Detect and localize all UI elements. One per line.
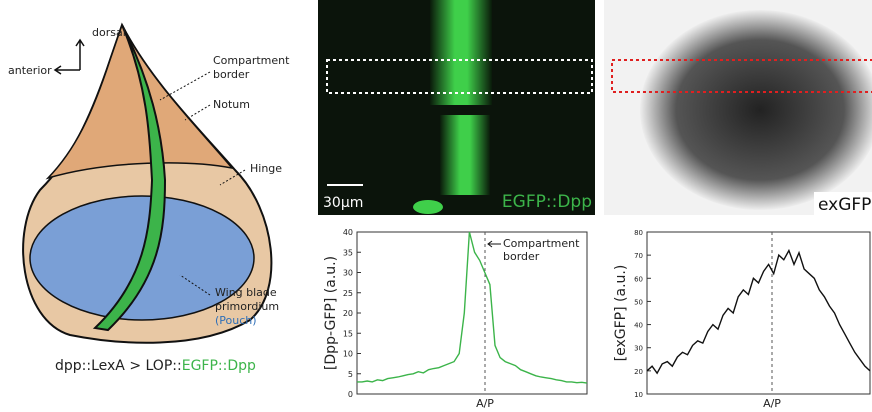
- y-tick-label: 30: [634, 345, 643, 353]
- x-axis-label: A/P: [763, 397, 781, 410]
- image-label: exGFP: [818, 195, 871, 215]
- y-tick-label: 70: [634, 252, 643, 260]
- caption: dpp::LexA > LOP::EGFP::Dpp: [55, 358, 256, 374]
- annotation: border: [503, 250, 540, 263]
- label-wing: primordium: [215, 300, 279, 313]
- image-label: EGFP::Dpp: [502, 192, 592, 212]
- label-hinge: Hinge: [250, 162, 282, 175]
- label-notum: Notum: [213, 98, 250, 111]
- annotation: Compartment: [503, 237, 580, 250]
- data-line: [646, 248, 871, 375]
- label-wing: Wing blade: [215, 286, 277, 299]
- y-tick-label: 35: [343, 248, 353, 257]
- data-line: [357, 231, 588, 384]
- leader-lines: [159, 71, 246, 296]
- axes-arrows: [53, 38, 85, 75]
- y-tick-label: 25: [343, 289, 353, 298]
- y-tick-label: 15: [343, 329, 353, 338]
- y-tick-label: 40: [343, 228, 353, 237]
- label-anterior: anterior: [8, 64, 52, 77]
- y-tick-label: 40: [634, 322, 643, 330]
- y-axis-label: [exGFP] (a.u.): [613, 265, 629, 362]
- y-tick-label: 10: [634, 391, 643, 399]
- y-tick-label: 50: [634, 298, 643, 306]
- y-tick-label: 10: [343, 350, 353, 359]
- y-tick-label: 60: [634, 275, 643, 283]
- y-tick-label: 80: [634, 229, 643, 237]
- plot-frame: [646, 231, 871, 395]
- y-tick-label: 30: [343, 269, 353, 278]
- y-tick-label: 5: [348, 370, 353, 379]
- plot-frame: [356, 231, 588, 395]
- caption-highlight: EGFP::Dpp: [182, 358, 256, 374]
- label-dorsal: dorsal: [92, 26, 126, 39]
- label-compartment: border: [213, 68, 250, 81]
- y-tick-label: 20: [343, 309, 353, 318]
- micrograph-left: 30μm EGFP::Dpp: [318, 0, 595, 215]
- x-axis-label: A/P: [476, 397, 494, 410]
- annotation-arrow: [487, 240, 501, 248]
- y-tick-label: 0: [348, 390, 353, 399]
- scale-bar-label: 30μm: [323, 195, 363, 211]
- label-compartment: Compartment: [213, 54, 290, 67]
- y-tick-label: 20: [634, 368, 643, 376]
- wing-disc: [22, 22, 273, 344]
- label-pouch: (Pouch): [215, 314, 257, 327]
- y-axis-label: [Dpp-GFP] (a.u.): [323, 256, 339, 370]
- micrograph-right: exGFP: [604, 0, 872, 216]
- caption-prefix: dpp::LexA > LOP::: [55, 358, 182, 374]
